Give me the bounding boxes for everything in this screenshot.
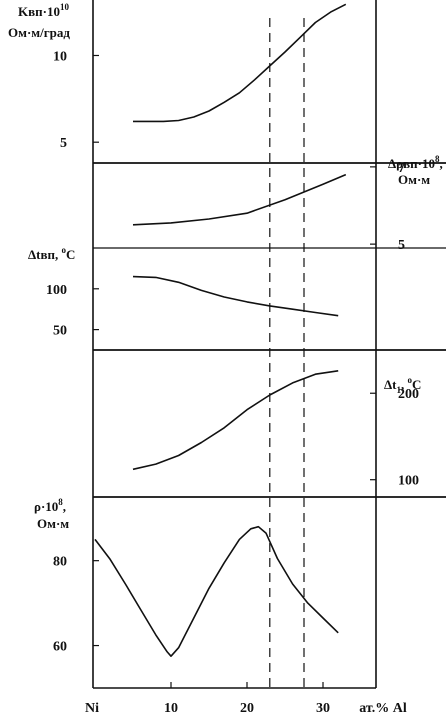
panel-label-rho: ρ·108, — [34, 497, 66, 514]
y-tick-label: 10 — [53, 49, 67, 64]
y-tick-label: 5 — [398, 238, 405, 253]
x-axis-unit-label: ат.% Al — [359, 701, 407, 716]
panel-label-k-unit: Ом·м/град — [8, 25, 70, 40]
panel-label-k: Kвп·1010 — [18, 2, 69, 19]
y-tick-label: 60 — [53, 640, 67, 655]
y-tick-label: 100 — [46, 283, 67, 298]
panel-label-dtvp: Δtвп, oC — [28, 245, 75, 262]
series-line-dt1 — [132, 370, 339, 471]
panel-label-dt1: Δt1, oC — [384, 375, 421, 395]
series-line-K — [133, 3, 347, 123]
series-line-drho — [132, 173, 347, 226]
panel-label-drho-unit: Ом·м — [398, 172, 430, 187]
y-tick-label: 7 — [398, 161, 405, 176]
y-tick-label: 5 — [60, 136, 67, 151]
x-tick-label: Ni — [85, 701, 99, 716]
y-tick-label: 200 — [398, 387, 419, 402]
y-tick-label: 50 — [53, 324, 67, 339]
series-line-rho — [94, 525, 339, 657]
x-tick-label: 20 — [240, 701, 254, 716]
y-tick-label: 100 — [398, 474, 419, 489]
series-line-dtvp — [132, 275, 339, 317]
x-tick-label: 30 — [316, 701, 330, 716]
x-tick-label: 10 — [164, 701, 178, 716]
y-tick-label: 80 — [53, 555, 67, 570]
panel-label-rho-unit: Ом·м — [37, 516, 69, 531]
panel-label-drho: Δρвп·108, — [388, 154, 443, 171]
